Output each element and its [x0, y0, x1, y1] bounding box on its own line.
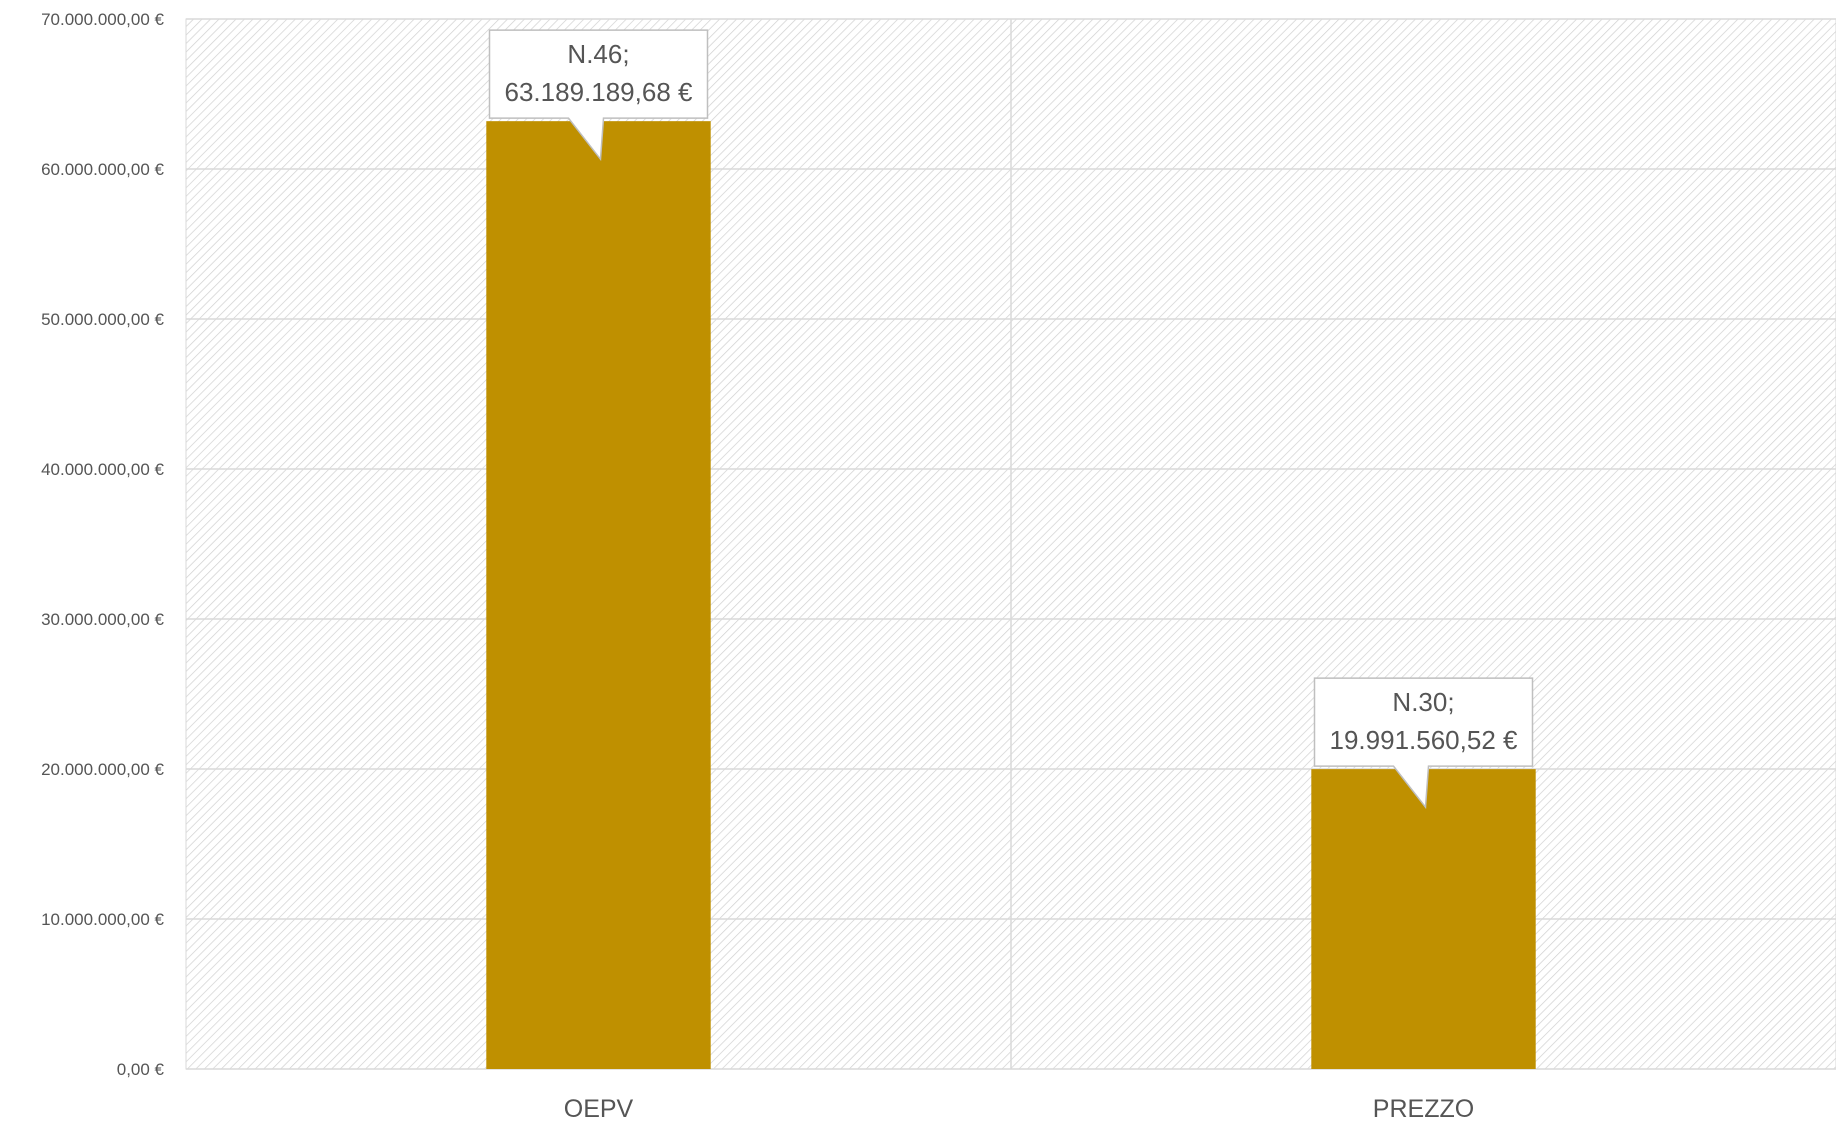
data-label-callout: N.30; 19.991.560,52 € [1313, 677, 1534, 810]
y-tick-label: 30.000.000,00 € [41, 610, 164, 629]
y-tick-label: 70.000.000,00 € [41, 10, 164, 29]
bar-oepv [486, 121, 711, 1069]
y-tick-label: 0,00 € [117, 1060, 165, 1079]
data-label-value: 63.189.189,68 € [505, 77, 693, 107]
x-axis: OEPV PREZZO [564, 1095, 1474, 1123]
callout-box [1313, 677, 1534, 810]
y-tick-label: 20.000.000,00 € [41, 760, 164, 779]
data-label-count: N.30; [1392, 687, 1454, 717]
y-axis: 0,00 € 10.000.000,00 € 20.000.000,00 € 30.0… [41, 10, 164, 1079]
x-tick-label: OEPV [564, 1095, 634, 1123]
y-tick-label: 10.000.000,00 € [41, 910, 164, 929]
y-tick-label: 60.000.000,00 € [41, 160, 164, 179]
data-label-count: N.46; [567, 39, 629, 69]
bars [486, 121, 1536, 1069]
data-label-value: 19.991.560,52 € [1330, 725, 1518, 755]
x-tick-label: PREZZO [1373, 1095, 1474, 1123]
y-tick-label: 40.000.000,00 € [41, 460, 164, 479]
callout-box [488, 29, 709, 162]
data-label-callout: N.46; 63.189.189,68 € [488, 29, 709, 162]
y-tick-label: 50.000.000,00 € [41, 310, 164, 329]
data-labels: N.46; 63.189.189,68 € N.30; 19.991.560,52 € [488, 29, 1534, 810]
bar-prezzo [1311, 769, 1536, 1069]
gridlines [186, 18, 1836, 1070]
